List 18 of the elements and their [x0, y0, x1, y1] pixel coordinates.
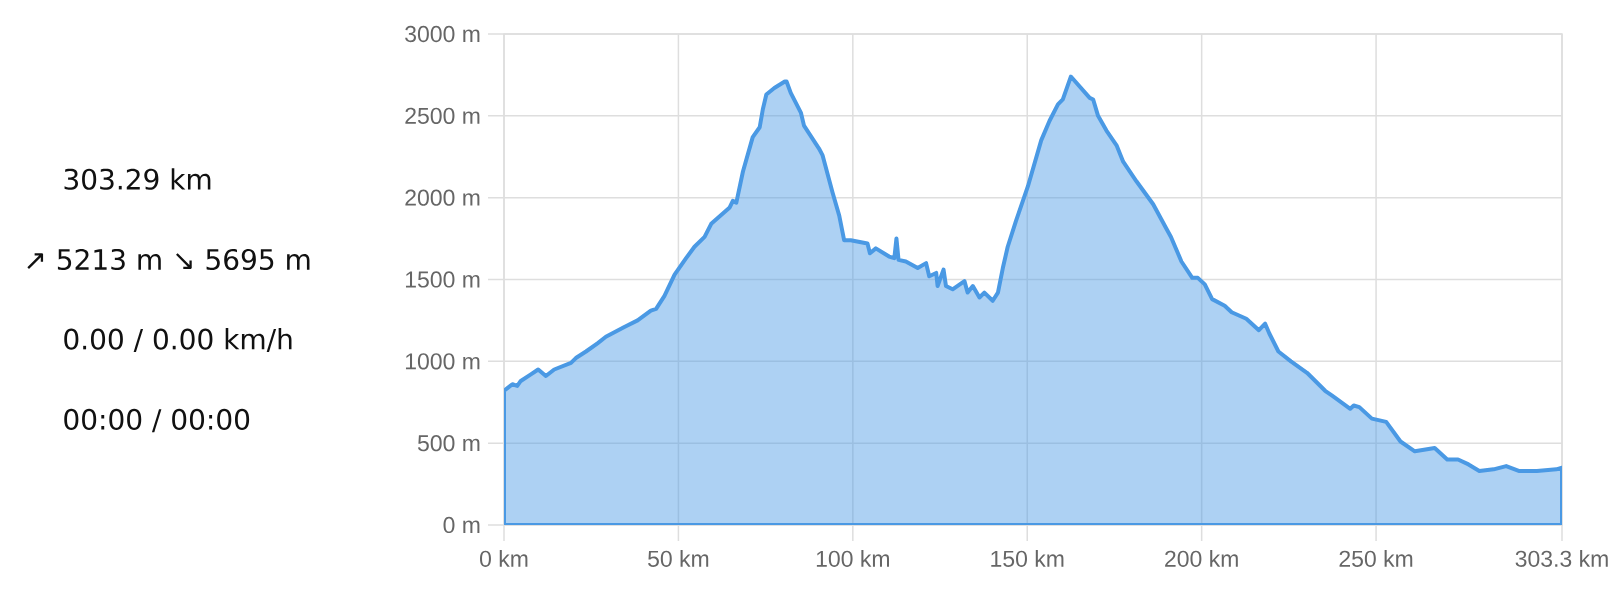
x-tick-label: 100 km [816, 550, 889, 567]
x-tick-label: 0 km [480, 550, 528, 567]
x-tick-label: 250 km [1339, 550, 1413, 567]
y-tick-label: 0 m [443, 516, 480, 534]
y-tick-label: 1000 m [405, 353, 480, 370]
text: 303.29 km [64, 168, 211, 190]
text: 0.00 / 0.00 km/h [64, 328, 292, 352]
y-tick-label: 3000 m [405, 25, 480, 43]
text: ↗ 5213 m ↘ 5695 m [27, 248, 310, 271]
y-tick-label: 1500 m [405, 271, 480, 288]
text: 00:00 / 00:00 [64, 408, 250, 433]
x-tick-label: 303.3 km [1515, 550, 1608, 567]
x-tick-label: 200 km [1165, 550, 1238, 567]
x-tick-label: 50 km [648, 550, 709, 567]
x-tick-label: 150 km [991, 550, 1064, 567]
y-tick-label: 2000 m [405, 189, 480, 206]
y-tick-label: 2500 m [405, 107, 480, 124]
y-tick-label: 500 m [417, 435, 480, 452]
